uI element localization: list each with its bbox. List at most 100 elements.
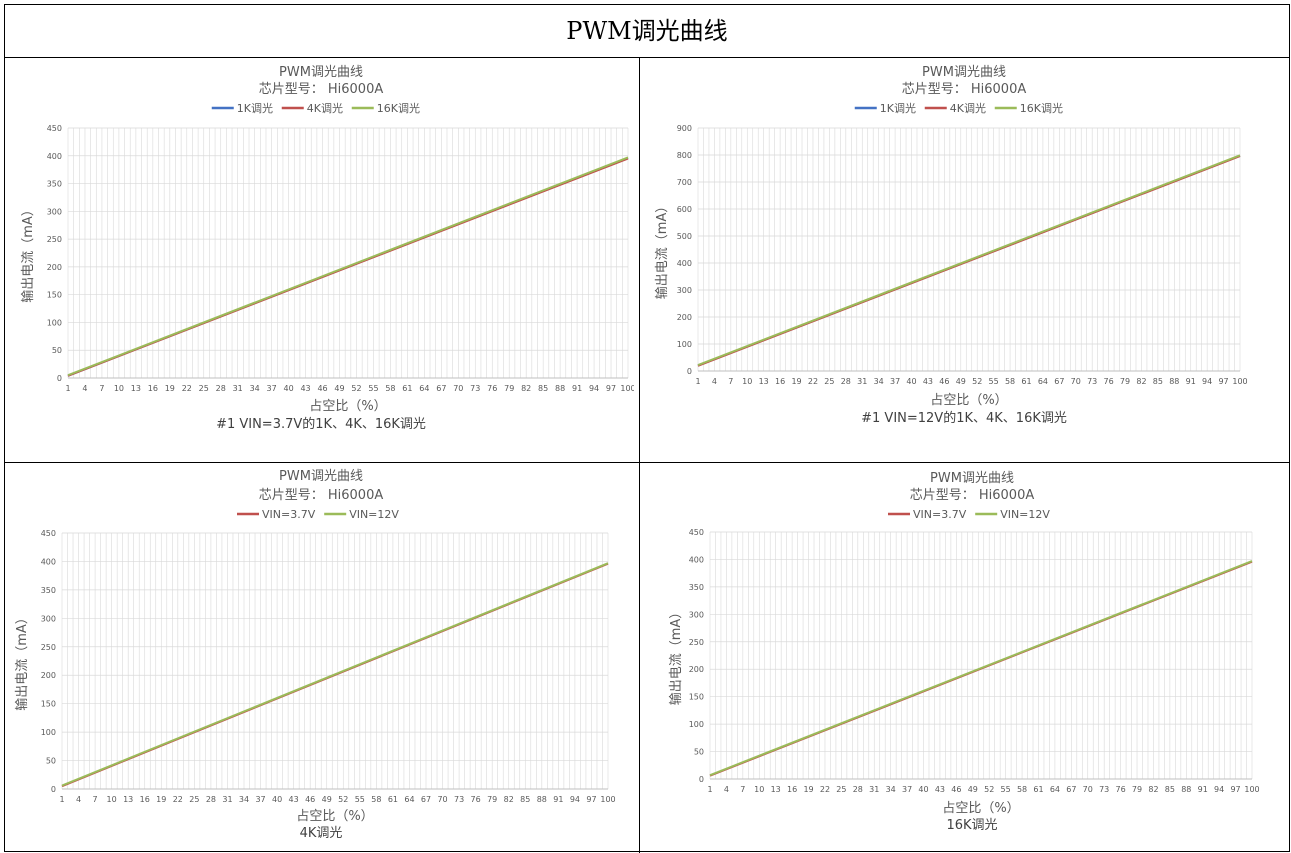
chart-caption: #1 VIN=3.7V的1K、4K、16K调光 [216, 416, 426, 432]
x-tick-label: 1 [707, 785, 712, 794]
x-tick-label: 97 [1218, 377, 1228, 386]
y-tick-label: 0 [51, 785, 56, 794]
x-tick-label: 46 [305, 795, 315, 804]
x-tick-label: 28 [206, 795, 216, 804]
x-tick-label: 88 [1181, 785, 1191, 794]
x-tick-label: 16 [787, 785, 797, 794]
x-tick-label: 64 [419, 384, 429, 393]
x-tick-label: 4 [82, 384, 87, 393]
x-tick-label: 4 [76, 795, 81, 804]
x-tick-label: 94 [1202, 377, 1212, 386]
x-tick-label: 37 [267, 384, 277, 393]
y-tick-label: 250 [47, 235, 62, 244]
x-tick-label: 73 [1087, 377, 1097, 386]
x-tick-label: 46 [951, 785, 961, 794]
x-tick-label: 1 [59, 795, 64, 804]
y-tick-label: 450 [47, 124, 62, 133]
x-tick-label: 16 [775, 377, 785, 386]
chart-legend: VIN=3.7V VIN=12V [237, 508, 399, 521]
x-tick-label: 31 [222, 795, 232, 804]
x-tick-label: 34 [886, 785, 896, 794]
y-tick-label: 0 [699, 775, 704, 784]
y-tick-label: 100 [41, 728, 56, 737]
x-tick-label: 70 [1083, 785, 1093, 794]
x-tick-label: 28 [841, 377, 851, 386]
x-tick-label: 10 [754, 785, 764, 794]
chart-grid [67, 127, 629, 379]
y-tick-label: 400 [41, 557, 56, 566]
chart-title: PWM调光曲线 [930, 471, 1014, 486]
x-tick-label: 22 [820, 785, 830, 794]
chart-title: PWM调光曲线 [922, 65, 1006, 80]
x-axis-title: 占空比（%） [930, 393, 1007, 408]
x-tick-label: 7 [740, 785, 745, 794]
y-tick-label: 250 [41, 643, 56, 652]
series-line-2 [67, 156, 629, 377]
x-axis-title: 占空比（%） [942, 801, 1019, 816]
x-tick-label: 25 [824, 377, 834, 386]
x-tick-label: 58 [385, 384, 395, 393]
y-tick-label: 450 [689, 528, 704, 537]
y-tick-label: 350 [41, 586, 56, 595]
x-tick-label: 91 [572, 384, 582, 393]
y-tick-label: 400 [677, 259, 692, 268]
x-tick-label: 88 [555, 384, 565, 393]
x-tick-label: 58 [1017, 785, 1027, 794]
x-tick-label: 94 [1214, 785, 1224, 794]
y-tick-label: 0 [687, 367, 692, 376]
x-tick-label: 43 [300, 384, 310, 393]
x-tick-label: 43 [289, 795, 299, 804]
y-tick-label: 700 [677, 178, 692, 187]
y-tick-label: 900 [677, 124, 692, 133]
y-axis-title: 输出电流（mA） [14, 611, 30, 711]
legend-label: 1K调光 [237, 101, 273, 115]
y-tick-label: 600 [677, 205, 692, 214]
chart-title: PWM调光曲线 [279, 469, 363, 484]
x-tick-label: 43 [923, 377, 933, 386]
x-tick-label: 4 [712, 377, 717, 386]
x-tick-label: 43 [935, 785, 945, 794]
x-tick-label: 19 [791, 377, 801, 386]
x-tick-label: 55 [989, 377, 999, 386]
x-tick-label: 76 [1116, 785, 1126, 794]
series-line-2 [697, 154, 1241, 366]
y-tick-label: 450 [41, 529, 56, 538]
x-tick-label: 82 [521, 384, 531, 393]
x-tick-label: 100 [1244, 785, 1259, 794]
x-tick-label: 40 [272, 795, 282, 804]
x-tick-label: 19 [165, 384, 175, 393]
x-tick-label: 70 [437, 795, 447, 804]
x-tick-label: 28 [853, 785, 863, 794]
y-axis-title: 输出电流（mA） [20, 203, 36, 303]
y-tick-label: 300 [41, 614, 56, 623]
y-tick-label: 50 [52, 346, 62, 355]
x-tick-label: 37 [890, 377, 900, 386]
figure-table: PWM调光曲线 [4, 4, 1290, 853]
x-tick-label: 16 [148, 384, 158, 393]
x-tick-label: 58 [1005, 377, 1015, 386]
x-tick-label: 82 [1148, 785, 1158, 794]
y-tick-label: 300 [47, 207, 62, 216]
y-tick-label: 150 [689, 693, 704, 702]
x-tick-label: 85 [1153, 377, 1163, 386]
chart-legend: 1K调光 4K调光 16K调光 [854, 101, 1063, 115]
legend-label: 1K调光 [880, 101, 916, 115]
x-tick-label: 28 [216, 384, 226, 393]
x-tick-label: 34 [874, 377, 884, 386]
y-tick-label: 400 [689, 555, 704, 564]
x-tick-label: 10 [742, 377, 752, 386]
x-tick-label: 70 [1071, 377, 1081, 386]
x-tick-label: 13 [131, 384, 141, 393]
x-tick-label: 55 [355, 795, 365, 804]
y-tick-label: 200 [689, 665, 704, 674]
x-tick-label: 1 [695, 377, 700, 386]
x-tick-label: 10 [107, 795, 117, 804]
page-title: PWM调光曲线 [5, 5, 1289, 58]
x-tick-label: 73 [454, 795, 464, 804]
x-tick-label: 67 [421, 795, 431, 804]
x-tick-label: 79 [487, 795, 497, 804]
legend-label: VIN=12V [349, 508, 399, 521]
